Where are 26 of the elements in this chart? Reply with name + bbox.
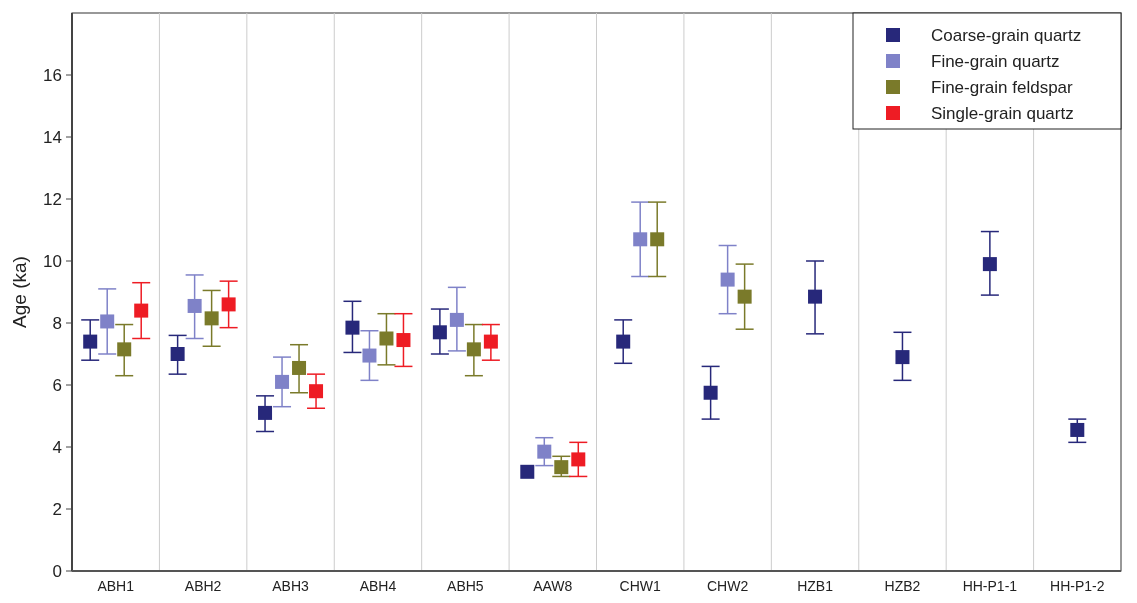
y-tick-label: 12 [43, 189, 62, 209]
x-tick-label: ABH5 [447, 578, 484, 594]
y-tick-label: 0 [52, 561, 62, 581]
x-tick-label: HH-P1-1 [962, 578, 1018, 594]
y-tick-label: 10 [43, 251, 62, 271]
legend-label: Single-grain quartz [931, 103, 1074, 123]
x-tick-label: HH-P1-2 [1050, 578, 1105, 594]
x-tick-label: ABH1 [97, 578, 135, 594]
x-tick-label: ABH4 [359, 578, 397, 594]
y-tick-label: 14 [43, 127, 62, 147]
x-tick-label: ABH2 [184, 578, 222, 594]
y-tick-label: 2 [52, 499, 62, 519]
x-tick-label: ABH3 [272, 578, 310, 594]
x-tick-label: HZB1 [797, 578, 834, 594]
y-tick-label: 4 [52, 437, 62, 457]
y-axis-title: Age (ka) [9, 256, 30, 328]
x-tick-label: AAW8 [533, 578, 573, 594]
legend-label: Coarse-grain quartz [931, 25, 1082, 45]
x-tick-label: CHW2 [707, 578, 749, 594]
x-tick-label: HZB2 [884, 578, 921, 594]
y-tick-label: 16 [43, 65, 62, 85]
legend-label: Fine-grain quartz [931, 51, 1060, 71]
y-tick-label: 8 [52, 313, 62, 333]
x-tick-label: CHW1 [619, 578, 662, 594]
y-tick-label: 6 [52, 375, 62, 395]
legend-label: Fine-grain feldspar [931, 77, 1074, 97]
